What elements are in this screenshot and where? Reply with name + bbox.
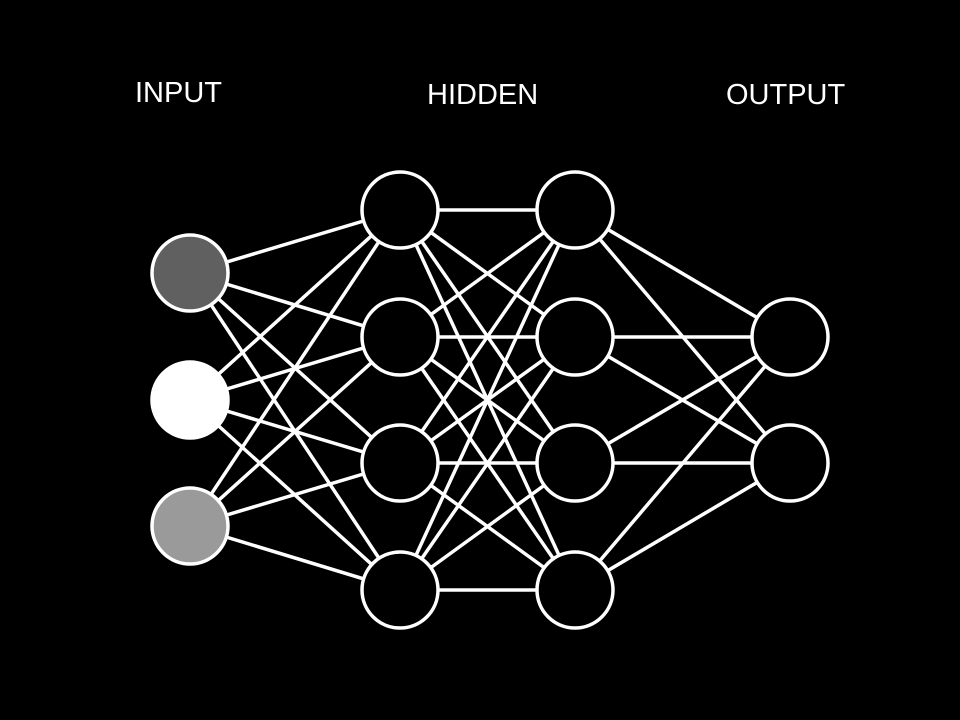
connection-input-3-to-hidden-1-2: [188, 335, 402, 528]
input-layer-label: INPUT: [135, 77, 222, 109]
hidden-1-node-3: [360, 423, 440, 503]
output-node-2: [750, 423, 830, 503]
connection-input-3-to-hidden-1-1: [188, 209, 402, 527]
input-node-1: [150, 233, 230, 313]
hidden-1-node-2: [360, 297, 440, 377]
hidden-2-node-3: [535, 423, 615, 503]
connection-input-2-to-hidden-1-1: [188, 208, 402, 402]
neurons: [150, 170, 830, 630]
hidden-1-node-1: [360, 170, 440, 250]
connection-hidden-2-4-to-output-2: [574, 461, 791, 592]
hidden-2-node-4: [535, 550, 615, 630]
connection-hidden-1-4-to-hidden-2-2: [398, 336, 577, 591]
output-node-1: [750, 297, 830, 377]
connection-hidden-2-3-to-output-1: [574, 335, 791, 465]
hidden-layer-label: HIDDEN: [427, 79, 538, 111]
input-node-3: [150, 486, 230, 566]
hidden-2-node-2: [535, 297, 615, 377]
connection-hidden-2-1-to-output-1: [574, 208, 791, 339]
layer-labels: INPUT HIDDEN OUTPUT: [135, 77, 846, 111]
hidden-2-node-1: [535, 170, 615, 250]
connection-hidden-2-4-to-output-1: [573, 335, 792, 592]
connections: [188, 208, 792, 592]
connection-hidden-1-3-to-hidden-2-1: [398, 209, 577, 464]
output-layer-label: OUTPUT: [726, 79, 846, 111]
connection-hidden-1-4-to-hidden-2-1: [398, 209, 577, 591]
input-node-2: [150, 360, 230, 440]
hidden-1-node-4: [360, 550, 440, 630]
